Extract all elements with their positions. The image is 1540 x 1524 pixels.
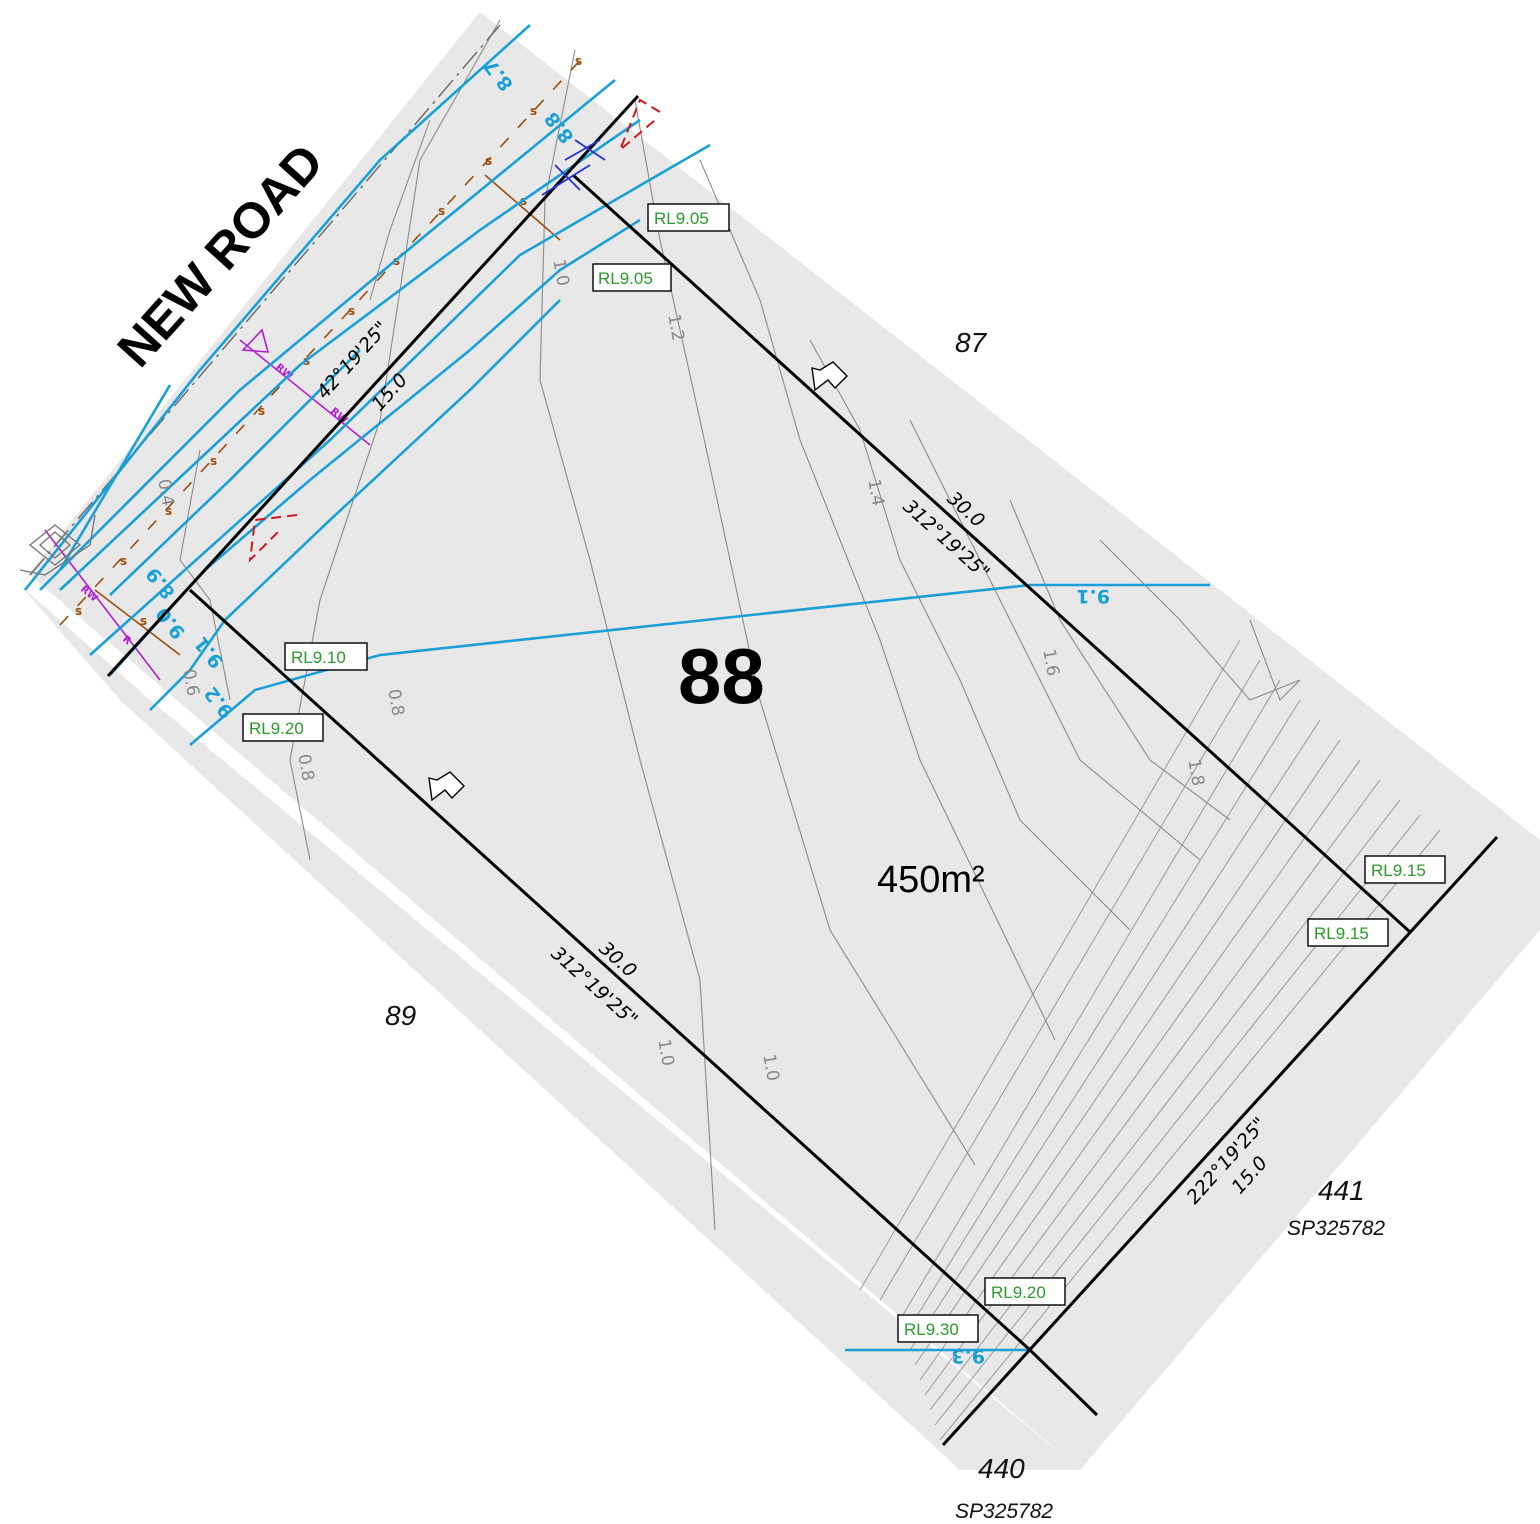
svg-text:RL9.20: RL9.20: [991, 1283, 1046, 1302]
svg-text:0.4: 0.4: [153, 478, 177, 508]
spot-level: RL9.05: [647, 203, 730, 232]
retaining-markers: [248, 98, 661, 563]
flow-arrow-icon: [428, 361, 848, 802]
lot-number: 88: [678, 632, 765, 720]
batter-hatch: [859, 639, 1441, 1441]
svg-text:1.6: 1.6: [1038, 648, 1062, 678]
spot-level: RL9.15: [1307, 918, 1389, 947]
svg-text:s: s: [530, 104, 537, 118]
svg-text:1.0: 1.0: [653, 1038, 677, 1068]
spot-level: RL9.20: [984, 1277, 1066, 1306]
svg-text:s: s: [210, 454, 217, 468]
svg-text:1.0: 1.0: [548, 258, 572, 288]
sewer-symbol-icon: [19, 514, 96, 576]
spot-level: RL9.20: [242, 713, 324, 742]
svg-text:RL9.05: RL9.05: [598, 269, 653, 288]
svg-text:RL9.10: RL9.10: [291, 648, 346, 667]
neighbour-lot-north: 87: [955, 327, 988, 358]
neighbour-plan-southeast: SP325782: [955, 1500, 1053, 1523]
spot-level: RL9.30: [897, 1314, 979, 1343]
svg-text:s: s: [120, 554, 127, 568]
neighbour-lot-southeast: 440: [978, 1453, 1025, 1484]
svg-text:RL9.15: RL9.15: [1314, 924, 1369, 943]
cross-marker-icon: [541, 139, 606, 196]
svg-text:9.3: 9.3: [951, 1345, 985, 1367]
svg-text:RL9.20: RL9.20: [249, 719, 304, 738]
svg-text:RL9.05: RL9.05: [654, 209, 709, 228]
svg-text:RL9.30: RL9.30: [904, 1320, 959, 1339]
svg-text:s: s: [485, 154, 492, 168]
svg-text:s: s: [348, 304, 355, 318]
natural-contour-labels: 0.4 0.6 0.8 0.8 1.0 1.2 1.4 1.6 1.8 1.0 …: [153, 258, 1207, 1083]
spot-level: RL9.05: [592, 263, 672, 292]
service-easement: [44, 328, 371, 681]
surveyed-ground: [20, 12, 1540, 1470]
neighbour-lot-east: 441: [1318, 1175, 1365, 1206]
neighbour-plan-east: SP325782: [1287, 1217, 1385, 1240]
spot-level: RL9.15: [1364, 855, 1446, 884]
svg-text:s: s: [140, 614, 147, 628]
neighbour-lot-south: 89: [385, 1000, 416, 1031]
sewer-line: [59, 54, 586, 656]
svg-text:s: s: [575, 54, 582, 68]
svg-text:1.2: 1.2: [663, 313, 687, 343]
svg-text:s: s: [75, 604, 82, 618]
lot-boundary: [106, 94, 1499, 1447]
spot-level: RL9.10: [284, 642, 368, 671]
svg-text:1.0: 1.0: [758, 1053, 782, 1083]
svg-text:s: s: [165, 504, 172, 518]
svg-text:s: s: [258, 404, 265, 418]
svg-text:0.6: 0.6: [178, 668, 202, 698]
svg-text:s: s: [438, 204, 445, 218]
natural-contours: [179, 19, 1301, 1231]
svg-text:1.4: 1.4: [863, 478, 887, 508]
svg-text:0.8: 0.8: [293, 753, 317, 783]
svg-text:RL9.15: RL9.15: [1371, 861, 1426, 880]
lot-area: 450m²: [877, 859, 985, 901]
svg-text:0.8: 0.8: [383, 688, 407, 718]
svg-text:9.1: 9.1: [1076, 585, 1110, 607]
svg-text:1.8: 1.8: [1183, 758, 1207, 788]
